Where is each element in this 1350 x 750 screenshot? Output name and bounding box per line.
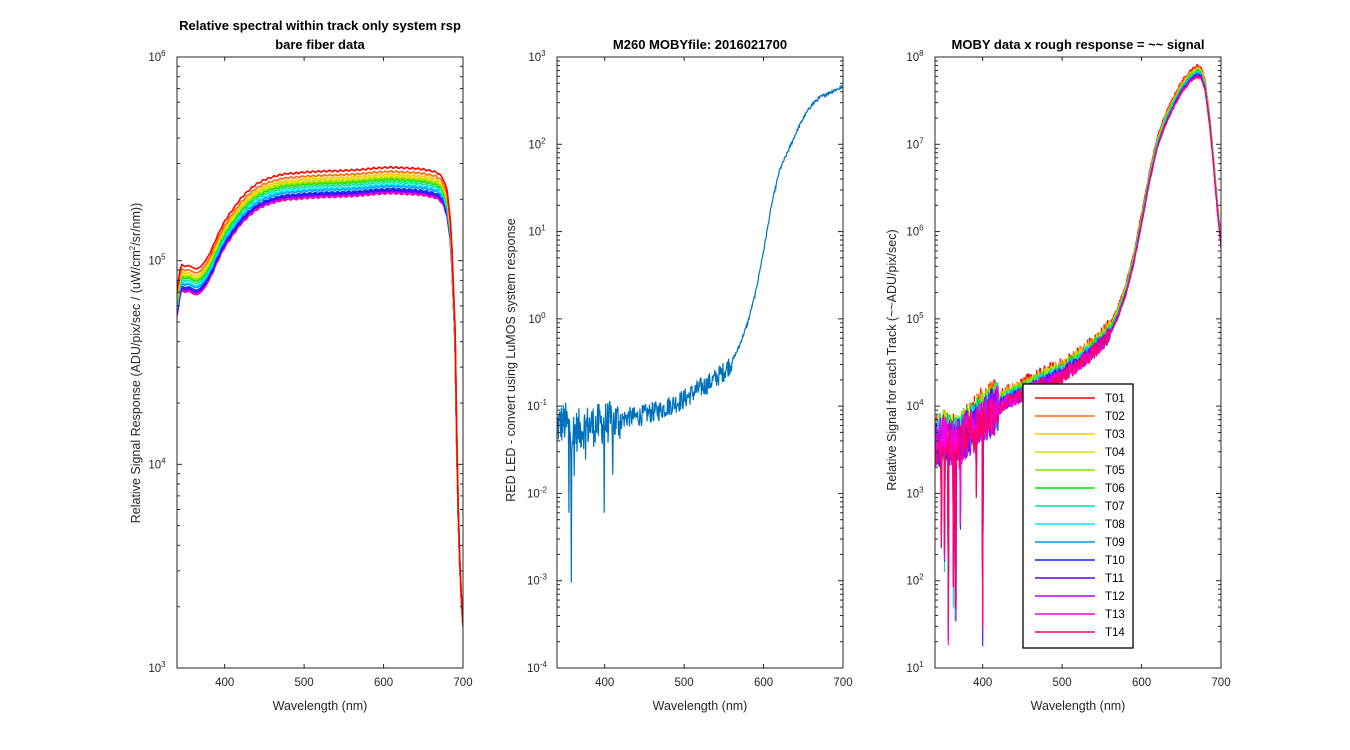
x-tick-label: 500 (675, 677, 694, 689)
x-tick-label: 400 (973, 677, 992, 689)
panel2-axes-box (556, 56, 844, 669)
legend-label-T02: T02 (1105, 411, 1125, 423)
panel2-title: M260 MOBYfile: 2016021700 (613, 37, 787, 52)
legend-label-T09: T09 (1105, 537, 1125, 549)
panel1-axes-box (176, 56, 464, 669)
series-line-T02 (177, 169, 463, 627)
legend: T01 T02 T03 T04 T05 T06 T07 T08 T09 T10 T11 T12 T13 T… (1022, 383, 1134, 649)
x-tick-label: 500 (295, 677, 314, 689)
legend-label-T07: T07 (1105, 501, 1125, 513)
x-tick-label: 600 (374, 677, 393, 689)
legend-label-T05: T05 (1105, 465, 1125, 477)
panel3-plot-area (935, 63, 1221, 647)
panel-moby-file: M260 MOBYfile: 2016021700 Wavelength (nm… (504, 37, 844, 713)
panel2-plot-area (557, 84, 843, 583)
panel1-plot-area (177, 165, 463, 627)
panel2-xlabel: Wavelength (nm) (653, 699, 748, 713)
x-tick-label: 700 (833, 677, 852, 689)
panel3-ylabel: Relative Signal for each Track (~~ADU/pi… (885, 229, 899, 490)
series-line-T14 (935, 74, 1221, 626)
panel3-xlabel: Wavelength (nm) (1031, 699, 1126, 713)
series-line-T08 (177, 182, 463, 627)
panel1-xlabel: Wavelength (nm) (273, 699, 368, 713)
panel3-axes-box (934, 56, 1222, 669)
legend-label-T13: T13 (1105, 609, 1125, 621)
x-tick-label: 600 (1132, 677, 1151, 689)
x-tick-label: 400 (595, 677, 614, 689)
legend-box (1022, 383, 1134, 649)
x-tick-label: 700 (1211, 677, 1230, 689)
legend-label-T11: T11 (1105, 573, 1124, 585)
legend-label-T08: T08 (1105, 519, 1125, 531)
series-line-T04 (177, 174, 463, 627)
series-line-moby (557, 84, 843, 583)
panel1-title-line2: bare fiber data (275, 37, 365, 52)
panel-spectral-response: Relative spectral within track only syst… (128, 18, 464, 713)
series-line-T11 (177, 188, 463, 627)
x-tick-label: 400 (215, 677, 234, 689)
series-line-T07 (177, 180, 463, 627)
panel1-ylabel: Relative Signal Response (ADU/pix/sec / … (128, 203, 143, 524)
legend-label-T14: T14 (1105, 627, 1125, 639)
series-line-T01 (177, 165, 463, 627)
legend-label-T04: T04 (1105, 447, 1125, 459)
x-tick-label: 600 (754, 677, 773, 689)
legend-label-T06: T06 (1105, 483, 1125, 495)
series-line-T03 (177, 172, 463, 627)
legend-label-T01: T01 (1105, 393, 1125, 405)
legend-label-T03: T03 (1105, 429, 1125, 441)
panel-moby-signal: MOBY data x rough response = ~~ signal W… (885, 37, 1222, 713)
legend-label-T10: T10 (1105, 555, 1125, 567)
panel2-ylabel: RED LED - convert using LuMOS system res… (504, 218, 518, 501)
panel3-title: MOBY data x rough response = ~~ signal (952, 37, 1205, 52)
legend-label-T12: T12 (1105, 591, 1125, 603)
x-tick-label: 500 (1053, 677, 1072, 689)
panel1-title-line1: Relative spectral within track only syst… (179, 18, 461, 33)
x-tick-label: 700 (453, 677, 472, 689)
series-line-T10 (177, 187, 463, 627)
